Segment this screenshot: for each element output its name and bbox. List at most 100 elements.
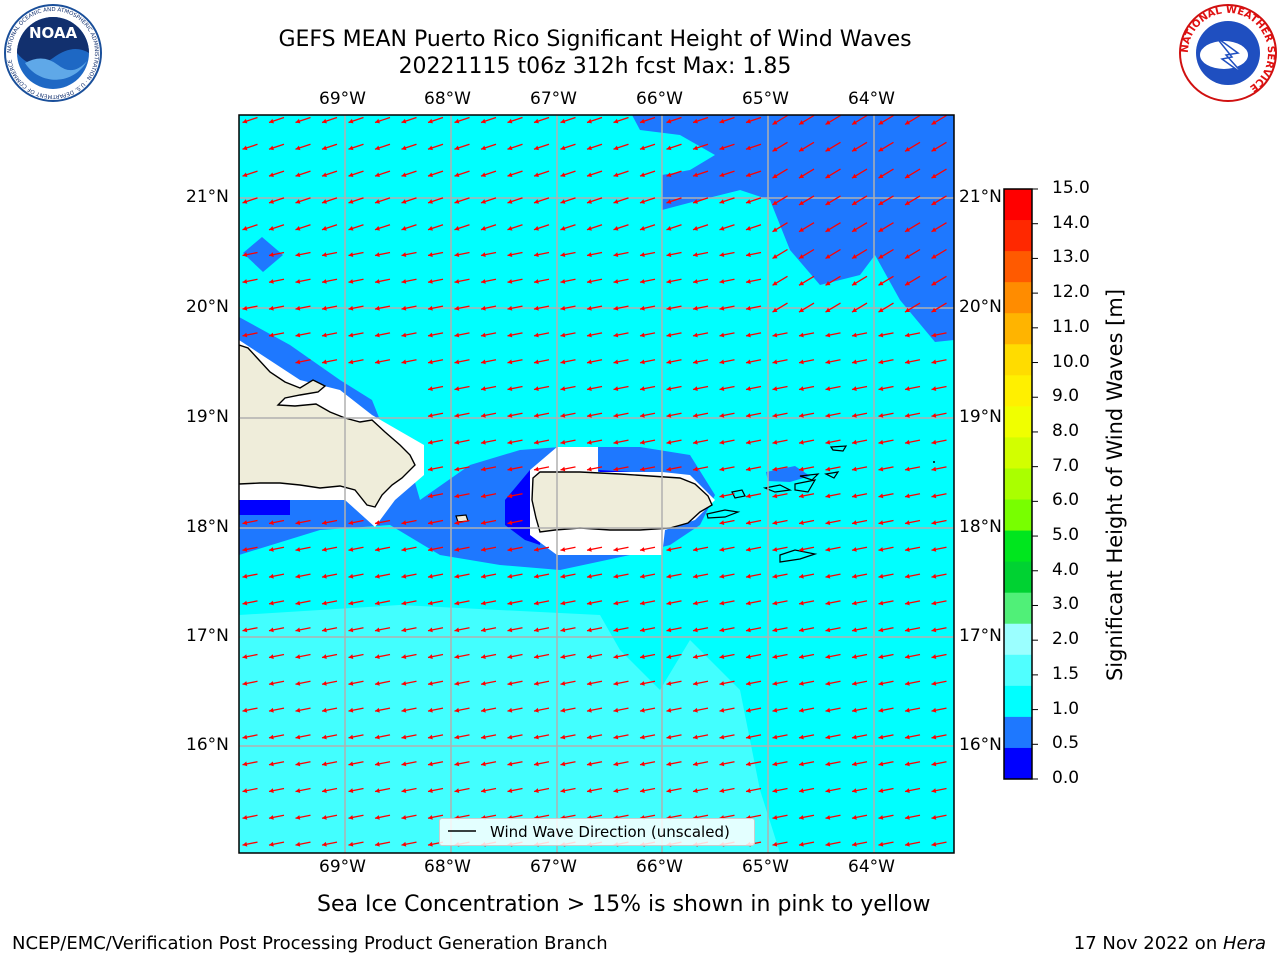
wind-arrow-head [269, 305, 274, 311]
wind-arrow-head [719, 681, 725, 686]
wind-arrow-head [613, 734, 619, 740]
legend-line-icon [448, 830, 476, 832]
wind-arrow-head [772, 227, 778, 232]
wind-arrow-head [507, 359, 513, 365]
wind-arrow-head [560, 788, 566, 793]
wind-arrow-head [799, 254, 804, 259]
wind-arrow-head [772, 359, 778, 365]
wind-arrow-head [454, 788, 460, 793]
wind-arrow-head [348, 332, 354, 338]
wind-arrow-head [242, 226, 248, 231]
wind-arrow-head [719, 439, 725, 445]
wind-arrow-head [825, 654, 831, 659]
wind-arrow-head [269, 118, 274, 124]
wind-arrow-head [878, 815, 884, 820]
wind-arrow-head [534, 600, 539, 606]
wind-arrow-head [507, 573, 513, 579]
wind-arrow-head [401, 600, 407, 606]
wind-arrow-head [295, 305, 301, 311]
wind-arrow-head [666, 573, 672, 579]
wind-arrow-head [746, 252, 751, 257]
wind-arrow-head [640, 359, 645, 365]
wind-arrow-head [375, 226, 380, 231]
wind-arrow-head [825, 254, 831, 259]
wind-arrow-head [534, 359, 539, 365]
wind-arrow-head [375, 707, 380, 713]
wind-arrow-head [481, 359, 486, 365]
wind-arrow-head [560, 761, 566, 767]
wind-arrow-head [242, 279, 248, 284]
wind-arrow-head [825, 227, 831, 232]
wind-arrow-head [534, 547, 539, 552]
wind-arrow-head [481, 654, 486, 659]
legend-label: Wind Wave Direction (unscaled) [490, 823, 730, 841]
lon-tick-top: 68°W [424, 89, 471, 109]
wind-arrow-head [481, 600, 486, 606]
wind-arrow-head [905, 413, 910, 418]
wind-arrow-head [242, 145, 248, 151]
wind-arrow-head [746, 654, 751, 659]
wind-arrow-head [640, 199, 645, 204]
wind-arrow-head [428, 841, 433, 847]
wind-arrow-head [481, 386, 486, 391]
wind-arrow-head [905, 573, 910, 579]
lat-tick-left: 16°N [186, 735, 229, 755]
wind-arrow-head [613, 332, 619, 338]
wind-arrow-head [666, 761, 672, 767]
wind-arrow-head [401, 252, 407, 257]
wind-arrow-head [852, 254, 857, 259]
wind-arrow-head [481, 707, 486, 713]
wind-arrow-head [322, 761, 327, 767]
wind-arrow-head [852, 146, 857, 152]
colorbar-swatch [1004, 282, 1032, 314]
wind-arrow-head [454, 681, 460, 686]
wind-arrow-head [772, 681, 778, 686]
wind-arrow-head [454, 199, 460, 204]
wind-arrow-head [666, 172, 672, 177]
lat-tick-right: 16°N [959, 735, 1002, 755]
wind-arrow-head [878, 280, 884, 286]
colorbar-swatch [1004, 344, 1032, 376]
wind-arrow-head [295, 199, 301, 204]
wind-arrow-head [375, 654, 380, 659]
wind-arrow-head [878, 413, 884, 418]
wind-arrow-head [825, 573, 831, 579]
wind-arrow-head [534, 252, 539, 257]
wind-arrow-head [428, 466, 433, 472]
wind-arrow-head [878, 520, 884, 525]
wind-arrow-head [640, 788, 645, 793]
colorbar-swatch [1004, 437, 1032, 469]
wind-arrow-head [401, 654, 407, 659]
wind-arrow-head [772, 200, 778, 205]
wind-arrow-head [428, 279, 433, 284]
wind-arrow-head [719, 413, 725, 418]
wind-arrow-head [931, 573, 937, 579]
wind-arrow-head [825, 120, 831, 125]
wind-arrow-head [560, 547, 566, 552]
wind-arrow-head [401, 332, 407, 338]
wind-arrow-head [454, 118, 460, 124]
wind-arrow-head [401, 734, 407, 740]
wind-arrow-head [295, 600, 301, 606]
colorbar-tick-label: 8.0 [1052, 420, 1080, 441]
wind-arrow-head [852, 654, 857, 659]
wind-arrow-head [693, 118, 698, 124]
colorbar-swatch [1004, 220, 1032, 252]
wind-arrow-head [772, 707, 778, 713]
wind-arrow-head [242, 252, 248, 257]
lon-tick-bottom: 67°W [530, 857, 577, 877]
wind-arrow-head [401, 815, 407, 820]
colorbar-tick-label: 4.0 [1052, 559, 1080, 580]
wind-arrow-head [772, 600, 778, 606]
wind-arrow-head [905, 254, 910, 259]
graticule [239, 115, 954, 853]
lon-tick-bottom: 64°W [848, 857, 895, 877]
wind-arrow-head [852, 227, 857, 232]
wind-arrow-head [587, 707, 592, 713]
wind-arrow-head [295, 841, 301, 847]
wind-arrow-head [640, 305, 645, 311]
host-text: Hera [1222, 933, 1266, 954]
wind-arrow-head [428, 573, 433, 579]
wind-arrow-head [905, 707, 910, 713]
